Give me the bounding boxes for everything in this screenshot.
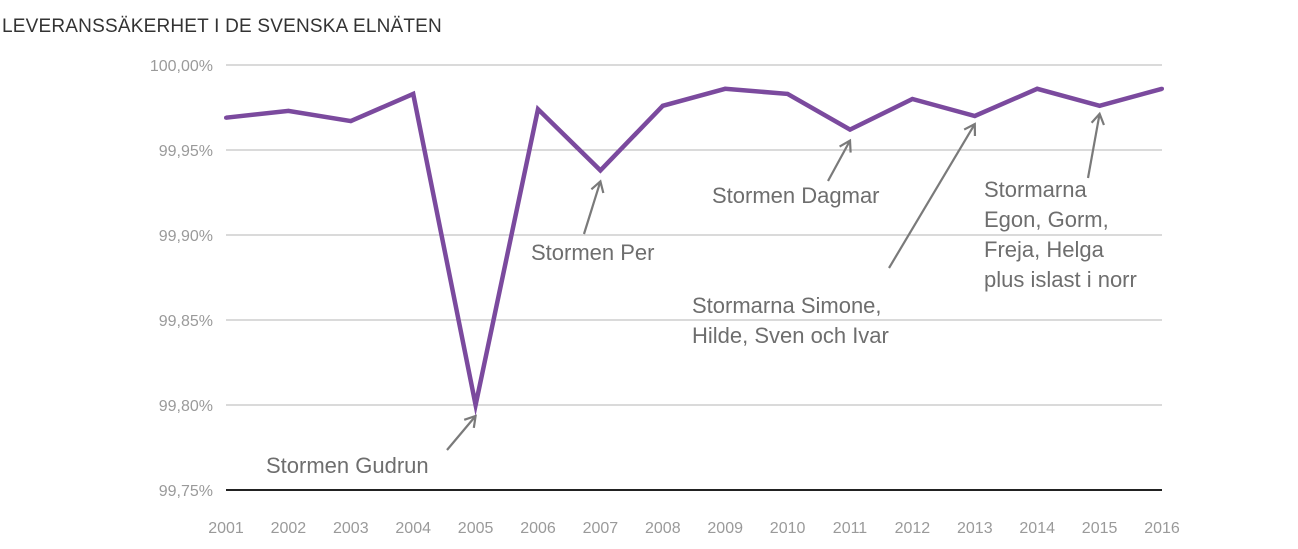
y-axis-ticks: 99,75% 99,80% 99,85% 99,90% 99,95% 100,00% bbox=[150, 58, 213, 500]
data-point bbox=[910, 97, 915, 101]
series-line bbox=[225, 86, 1163, 417]
y-tick-label: 100,00% bbox=[150, 58, 213, 75]
annotation-line: plus islast i norr bbox=[984, 267, 1137, 292]
annotation-arrow bbox=[582, 181, 602, 235]
annotation-label: Stormen Gudrun bbox=[266, 453, 429, 478]
annotation-line: Hilde, Sven och Ivar bbox=[692, 323, 889, 348]
x-tick-label: 2010 bbox=[770, 520, 806, 537]
data-point bbox=[848, 127, 852, 132]
annotation-line: Stormen Dagmar bbox=[712, 183, 880, 208]
annotation-arrowhead bbox=[963, 122, 977, 137]
data-point bbox=[473, 403, 478, 407]
x-axis-ticks: 2001 2002 2003 2004 2005 2006 2007 2008 2009 2010… bbox=[208, 520, 1180, 537]
annotation-arrow bbox=[827, 140, 851, 182]
annotation-arrow bbox=[446, 415, 477, 451]
data-point bbox=[785, 91, 790, 96]
data-point bbox=[598, 168, 603, 173]
data-point bbox=[348, 119, 353, 124]
y-tick-label: 99,75% bbox=[159, 483, 213, 500]
annotation-arrowhead bbox=[1090, 111, 1105, 126]
x-tick-label: 2008 bbox=[645, 520, 681, 537]
x-tick-label: 2011 bbox=[833, 520, 868, 537]
chart-title: LEVERANSSÄKERHET I DE SVENSKA ELNÄTEN bbox=[2, 16, 442, 37]
annotation-line: Stormarna bbox=[984, 177, 1087, 202]
annotation-arrowhead bbox=[839, 138, 852, 153]
x-tick-label: 2005 bbox=[458, 520, 494, 537]
x-tick-label: 2012 bbox=[895, 520, 931, 537]
x-tick-label: 2007 bbox=[583, 520, 619, 537]
data-point bbox=[972, 114, 977, 118]
x-tick-label: 2003 bbox=[333, 520, 369, 537]
annotation-line: Freja, Helga bbox=[984, 237, 1105, 262]
x-tick-label: 2006 bbox=[520, 520, 556, 537]
annotation-label: Stormen Per bbox=[531, 240, 655, 265]
annotation-line: Stormen Gudrun bbox=[266, 453, 429, 478]
annotation-arrows bbox=[446, 111, 1105, 451]
annotation-line: Stormarna Simone, bbox=[692, 293, 882, 318]
y-tick-label: 99,90% bbox=[159, 228, 213, 245]
grid-lines bbox=[226, 64, 1162, 491]
x-tick-label: 2014 bbox=[1019, 520, 1055, 537]
annotation-line: Stormen Per bbox=[531, 240, 655, 265]
data-point bbox=[660, 103, 665, 108]
data-point bbox=[1097, 103, 1102, 108]
x-tick-label: 2013 bbox=[957, 520, 993, 537]
annotation-arrowhead bbox=[590, 179, 605, 194]
annotation-line: Egon, Gorm, bbox=[984, 207, 1109, 232]
y-tick-label: 99,85% bbox=[159, 313, 213, 330]
x-tick-label: 2001 bbox=[208, 520, 244, 537]
x-tick-label: 2016 bbox=[1144, 520, 1180, 537]
annotation-arrow bbox=[1086, 113, 1101, 179]
data-point bbox=[1160, 86, 1164, 91]
data-point bbox=[536, 107, 540, 112]
data-point bbox=[286, 108, 291, 113]
annotation-label: Stormarna Egon, Gorm, Freja, Helga plus isl… bbox=[984, 177, 1137, 292]
data-point bbox=[1035, 86, 1040, 91]
data-series bbox=[224, 86, 1164, 417]
annotation-arrow bbox=[888, 123, 976, 269]
annotation-arrowhead bbox=[463, 414, 477, 429]
x-tick-label: 2002 bbox=[271, 520, 307, 537]
x-tick-label: 2009 bbox=[707, 520, 743, 537]
data-point bbox=[411, 91, 416, 96]
y-tick-label: 99,95% bbox=[159, 143, 213, 160]
annotation-label: Stormen Dagmar bbox=[712, 183, 880, 208]
x-tick-label: 2015 bbox=[1082, 520, 1118, 537]
annotations: Stormen Gudrun Stormen Per Stormen Dagmar S… bbox=[266, 177, 1137, 478]
data-point bbox=[723, 86, 728, 91]
data-point bbox=[224, 115, 228, 120]
y-tick-label: 99,80% bbox=[159, 398, 213, 415]
x-tick-label: 2004 bbox=[395, 520, 431, 537]
annotation-label: Stormarna Simone, Hilde, Sven och Ivar bbox=[692, 293, 889, 348]
